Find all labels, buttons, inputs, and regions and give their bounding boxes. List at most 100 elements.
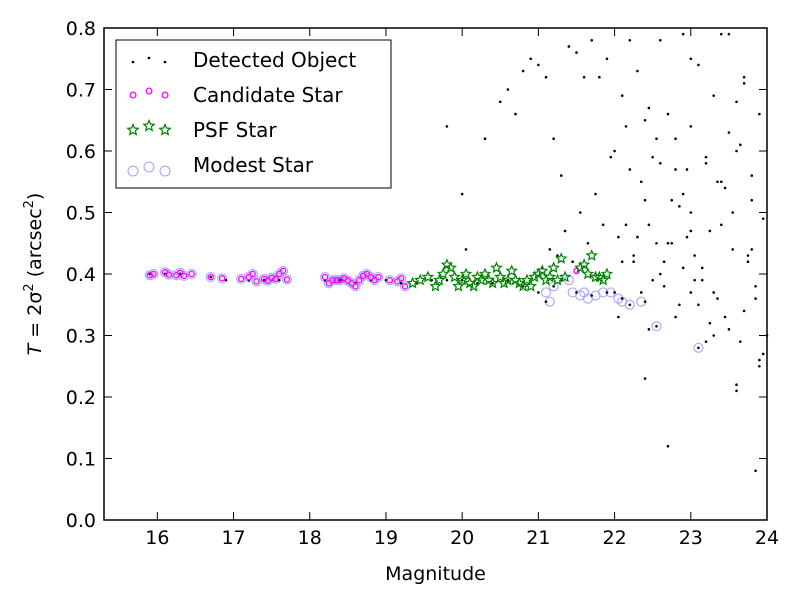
data-point bbox=[750, 198, 754, 202]
series-1 bbox=[146, 267, 580, 290]
data-point bbox=[651, 321, 662, 332]
data-point bbox=[577, 258, 591, 271]
data-point bbox=[674, 315, 677, 319]
data-point bbox=[678, 205, 681, 208]
data-point bbox=[666, 444, 670, 448]
data-point bbox=[758, 364, 761, 368]
data-point bbox=[727, 328, 731, 331]
data-point bbox=[386, 276, 394, 284]
legend-marker bbox=[163, 60, 167, 64]
y-tick-label: 0.6 bbox=[66, 141, 96, 163]
data-point bbox=[700, 266, 704, 270]
x-tick-label: 18 bbox=[298, 527, 322, 549]
legend-marker bbox=[126, 122, 140, 136]
data-point bbox=[605, 57, 609, 61]
x-tick-label: 23 bbox=[679, 527, 703, 549]
data-point bbox=[693, 254, 696, 257]
legend-label: Candidate Star bbox=[193, 83, 343, 107]
data-point bbox=[279, 267, 287, 275]
data-point bbox=[505, 264, 518, 277]
x-tick-label: 19 bbox=[374, 527, 398, 549]
data-point bbox=[704, 340, 708, 343]
data-point bbox=[529, 57, 533, 61]
y-axis-label-sup1: 2 bbox=[22, 283, 37, 291]
data-point bbox=[758, 112, 761, 116]
data-point bbox=[600, 267, 614, 280]
data-point bbox=[727, 32, 731, 36]
data-point bbox=[655, 241, 658, 245]
data-point bbox=[578, 211, 582, 214]
data-point bbox=[761, 352, 765, 356]
data-point bbox=[397, 275, 405, 282]
data-point bbox=[739, 340, 742, 343]
data-point bbox=[681, 192, 685, 196]
data-point bbox=[209, 275, 212, 279]
data-point bbox=[445, 125, 449, 128]
data-point bbox=[735, 100, 738, 104]
y-axis-label-end: ) bbox=[24, 193, 46, 200]
data-point bbox=[551, 273, 564, 286]
data-point bbox=[506, 278, 510, 282]
data-point bbox=[552, 137, 555, 140]
data-point bbox=[483, 137, 487, 140]
data-point bbox=[632, 254, 635, 257]
data-point bbox=[735, 383, 738, 387]
data-point bbox=[598, 75, 601, 79]
y-tick-label: 0.4 bbox=[66, 264, 96, 286]
data-point bbox=[421, 270, 435, 283]
data-point bbox=[590, 39, 594, 42]
data-point bbox=[506, 88, 510, 91]
data-point bbox=[693, 342, 704, 353]
data-point bbox=[575, 291, 578, 294]
data-point bbox=[567, 45, 571, 48]
data-point bbox=[674, 137, 677, 140]
data-point bbox=[394, 278, 401, 285]
data-point bbox=[735, 149, 738, 153]
data-point bbox=[581, 267, 595, 280]
data-point bbox=[662, 285, 666, 288]
data-point bbox=[537, 63, 540, 67]
legend-entry: Candidate Star bbox=[129, 83, 343, 107]
data-point bbox=[685, 235, 689, 239]
data-point bbox=[639, 291, 643, 294]
data-point bbox=[180, 272, 188, 280]
data-point bbox=[218, 275, 226, 282]
data-point bbox=[268, 274, 275, 281]
data-point bbox=[333, 276, 340, 284]
legend-marker bbox=[129, 91, 137, 99]
data-point bbox=[689, 125, 693, 128]
data-point bbox=[700, 278, 704, 282]
data-point bbox=[371, 276, 378, 284]
data-point bbox=[617, 235, 620, 239]
data-point bbox=[188, 270, 195, 278]
data-point bbox=[514, 112, 517, 116]
data-point bbox=[455, 273, 469, 286]
x-tick-label: 21 bbox=[526, 527, 550, 549]
data-point bbox=[452, 279, 465, 292]
legend-marker bbox=[127, 165, 139, 177]
data-point bbox=[697, 63, 700, 67]
data-point bbox=[590, 294, 594, 297]
data-point bbox=[207, 273, 214, 281]
data-point bbox=[436, 267, 450, 280]
data-point bbox=[490, 261, 503, 274]
data-point bbox=[716, 297, 719, 300]
data-point bbox=[693, 278, 696, 282]
data-point bbox=[352, 283, 359, 290]
data-point bbox=[467, 279, 480, 292]
data-point bbox=[647, 223, 651, 227]
data-point bbox=[589, 270, 602, 283]
data-point bbox=[544, 300, 548, 303]
data-point bbox=[224, 278, 228, 282]
legend-entry: Modest Star bbox=[127, 153, 314, 177]
data-point bbox=[535, 264, 549, 277]
data-point bbox=[651, 278, 654, 282]
y-axis-label-prefix: T bbox=[24, 342, 46, 355]
y-axis-label: T = 2σ2 (arcsec2) bbox=[22, 193, 46, 356]
data-point bbox=[685, 168, 689, 171]
data-point bbox=[237, 275, 245, 283]
data-point bbox=[146, 271, 153, 279]
data-point bbox=[251, 276, 262, 287]
data-point bbox=[401, 283, 409, 290]
